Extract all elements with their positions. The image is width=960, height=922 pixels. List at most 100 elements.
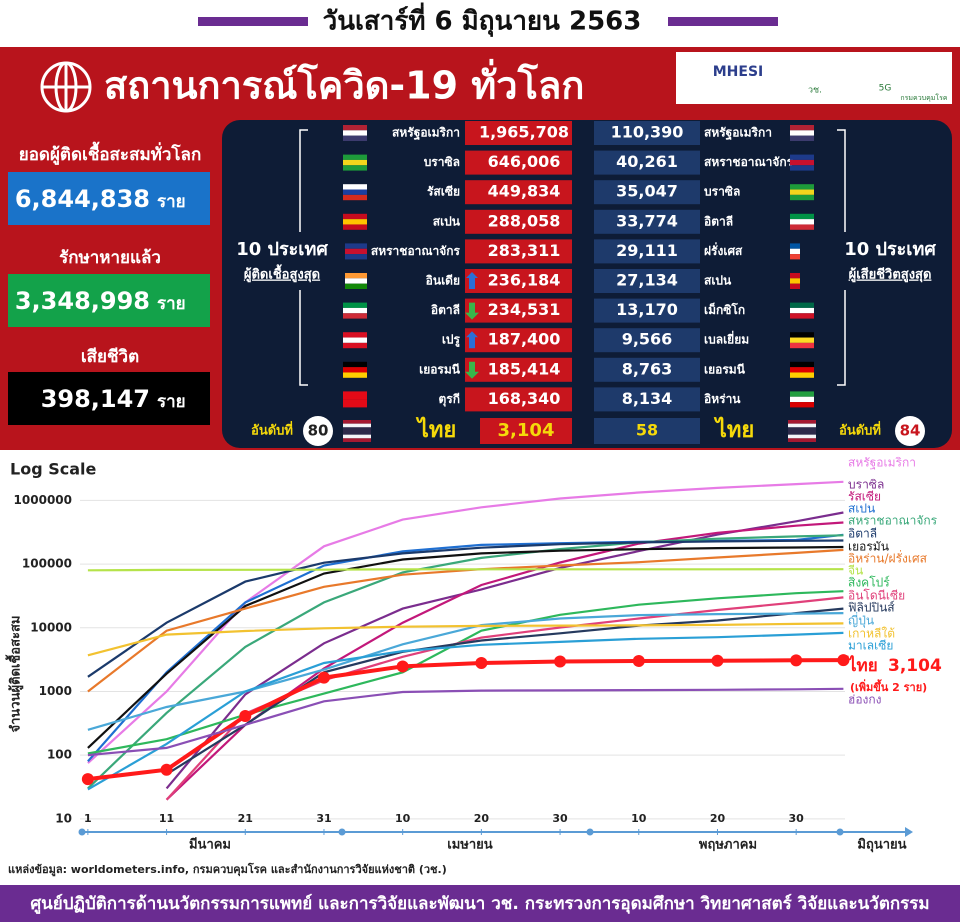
country-name: เยอรมนี — [704, 362, 746, 376]
country-name: เบลเยี่ยม — [704, 331, 749, 347]
logo-text: วช. — [808, 86, 822, 96]
country-name: บราซิล — [424, 155, 460, 169]
country-name: เม็กซิโก — [704, 302, 745, 317]
flag — [343, 184, 367, 190]
series-line — [87, 568, 844, 572]
series-line — [87, 539, 844, 678]
country-name: เปรู — [442, 333, 461, 348]
flag — [343, 431, 371, 435]
flag — [790, 213, 814, 220]
flag — [790, 165, 814, 171]
legend-label: สหราชอาณาจักร — [848, 514, 938, 528]
group-subheading: ผู้ติดเชื้อสูงสุด — [244, 264, 320, 283]
legend-label: ญี่ปุ่น — [848, 612, 874, 629]
flag — [343, 243, 367, 249]
x-tick-label: 10 — [631, 812, 647, 825]
series-line — [87, 687, 844, 757]
deco-bar — [198, 17, 308, 26]
group-subheading: ผู้เสียชีวิตสูงสุด — [849, 267, 932, 283]
flag — [343, 342, 367, 349]
country-name: สหราชอาณาจักร — [371, 244, 461, 258]
flag — [343, 194, 367, 201]
month-label: มิถุนายน — [857, 838, 906, 853]
legend-label: ฟิลิปปินส์ — [848, 601, 895, 615]
stat-value: 3,348,998 — [15, 287, 150, 315]
y-tick-label: 1000 — [39, 684, 72, 698]
legend-label: มาเลเซีย — [848, 639, 893, 653]
rank-badge — [303, 416, 333, 446]
rank-label: อันดับที่ — [839, 421, 881, 439]
value-box — [594, 239, 700, 264]
cases-value: 234,531 — [488, 300, 561, 319]
source: แหล่งข้อมูล: worldometers.info, กรมควบคุ… — [8, 862, 447, 877]
cases-value: 236,184 — [488, 271, 561, 290]
cases-value: 1,965,708 — [479, 123, 569, 142]
down-arrow — [465, 302, 479, 320]
value-box — [480, 418, 572, 444]
down-arrow — [465, 361, 479, 379]
stat-box — [8, 372, 210, 425]
point — [554, 655, 567, 668]
x-tick-label: 21 — [238, 812, 253, 825]
flag — [343, 213, 367, 220]
deaths-value: 40,261 — [616, 152, 678, 171]
x-tick-label: 20 — [474, 812, 490, 825]
x-tick-label: 11 — [159, 812, 174, 825]
stat-unit: ราย — [157, 192, 186, 212]
flag — [790, 219, 814, 225]
deaths-value: 9,566 — [622, 330, 673, 349]
flag — [343, 283, 367, 289]
axis-dot — [836, 828, 844, 836]
group-heading: 10 ประเทศ — [236, 239, 328, 260]
cases-value: 283,311 — [488, 241, 561, 260]
footer-bar — [0, 885, 960, 922]
flag — [788, 423, 816, 428]
x-tick-label: 30 — [789, 812, 805, 825]
series-line — [165, 511, 844, 790]
y-tick-label: 1000000 — [14, 493, 72, 507]
x-tick-label: 31 — [316, 812, 331, 825]
value-box — [465, 180, 572, 205]
deaths-value: 33,774 — [616, 211, 678, 230]
thai-cases: 3,104 — [498, 420, 555, 441]
series-line — [87, 534, 844, 790]
country-name: ตุรกี — [438, 392, 460, 407]
point — [711, 654, 724, 667]
flag — [343, 391, 367, 400]
title: สถานการณ์โควิด-19 ทั่วโลก — [104, 59, 584, 108]
value-box — [465, 269, 572, 293]
flag — [343, 219, 367, 225]
point — [160, 763, 173, 776]
thai-name: ไทย — [714, 416, 754, 443]
axis-dot — [586, 828, 594, 836]
legend-label: สเปน — [848, 502, 875, 516]
axis-dot — [78, 828, 86, 836]
flag — [343, 361, 367, 368]
value-box — [465, 121, 572, 145]
stat-box — [8, 274, 210, 327]
value-box — [594, 180, 700, 205]
value-box — [594, 328, 700, 353]
country-name: รัสเซีย — [427, 185, 460, 199]
value-box — [594, 121, 700, 145]
country-name: อินเดีย — [426, 274, 460, 288]
cases-value: 449,834 — [488, 182, 561, 201]
value-box — [594, 269, 700, 293]
value-box — [465, 298, 572, 323]
axis-dot — [338, 828, 346, 836]
x-tick-label: 20 — [710, 812, 726, 825]
flag — [790, 361, 814, 368]
flag — [790, 154, 814, 160]
bracket-gap — [250, 232, 345, 290]
legend-value: 3,104 — [888, 656, 942, 676]
legend-label: ไทย — [846, 655, 878, 676]
point — [317, 671, 330, 684]
legend-label: จีน — [848, 564, 863, 578]
group-heading: 10 ประเทศ — [844, 239, 936, 260]
country-name: สหรัฐอเมริกา — [704, 126, 772, 141]
flag — [343, 154, 367, 160]
x-tick-label: 1 — [84, 812, 92, 825]
y-tick-label: 10000 — [30, 620, 72, 634]
